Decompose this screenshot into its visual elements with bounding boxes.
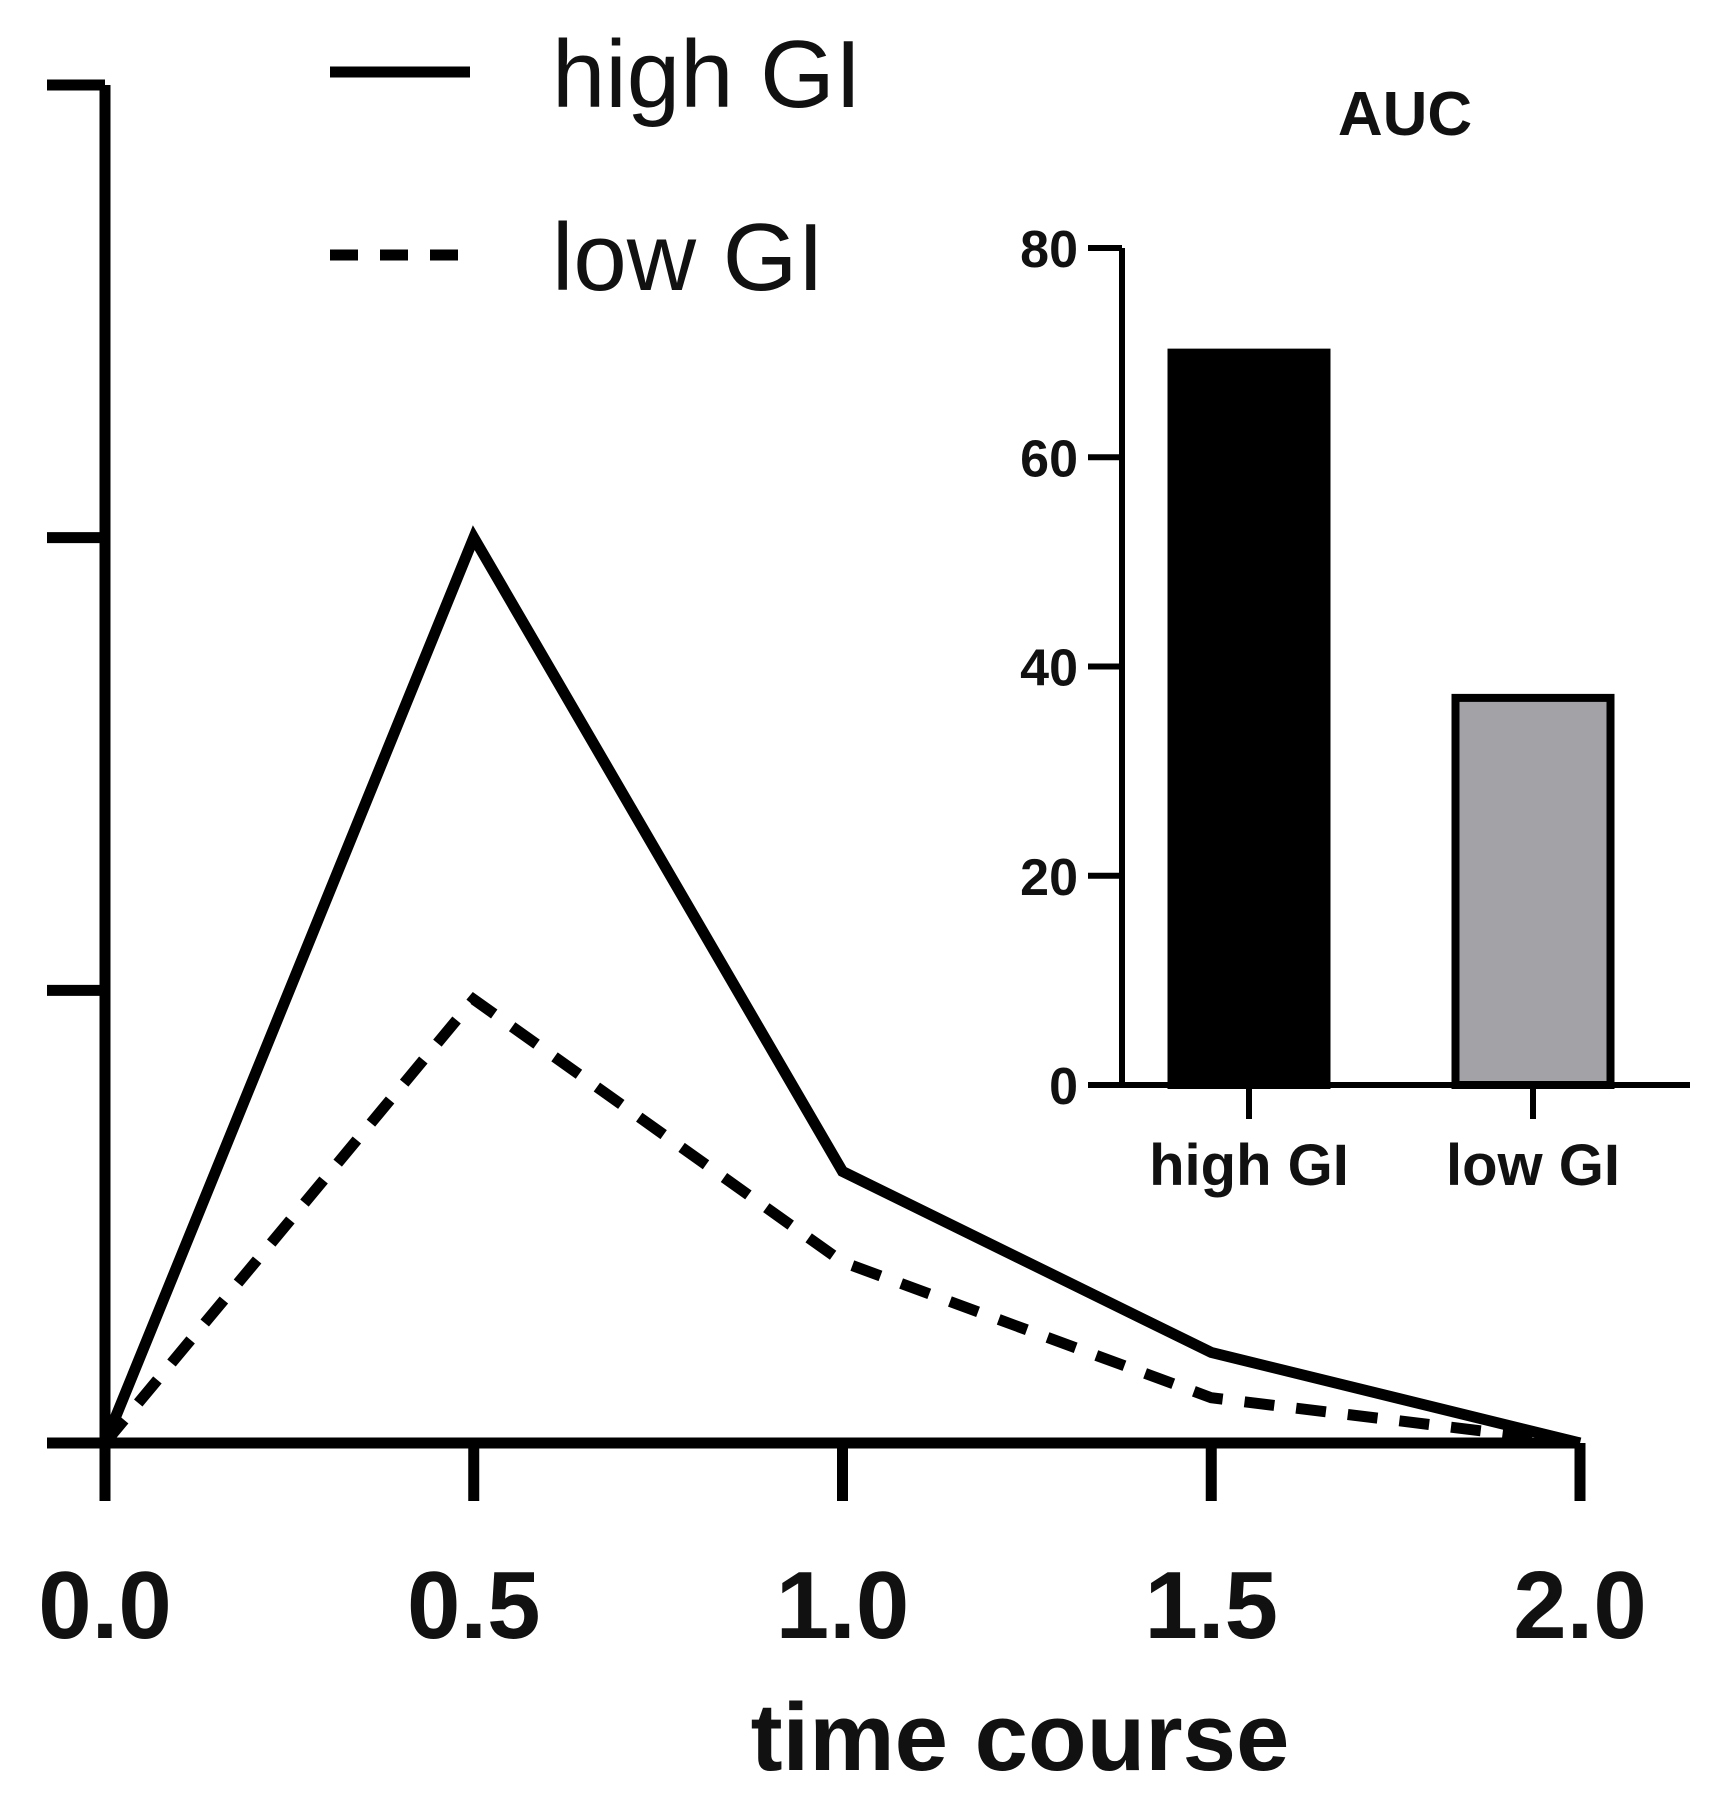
main-lines: [99, 525, 1582, 1449]
inset-category-label: low GI: [1446, 1133, 1620, 1198]
inset-y-tick-label: 0: [1049, 1058, 1078, 1116]
inset-bars: [1167, 348, 1615, 1089]
inset-y-ticks: 0 20 40 60 80: [1020, 221, 1122, 1116]
legend-label-high-gi: high GI: [552, 21, 862, 128]
x-tick-label: 0.0: [38, 1552, 171, 1659]
x-axis-label: time course: [751, 1684, 1290, 1791]
x-tick-label: 2.0: [1513, 1552, 1646, 1659]
inset-y-tick-label: 20: [1020, 849, 1078, 907]
x-tick-label: 0.5: [407, 1552, 540, 1659]
series-line-low-gi: [100, 991, 1581, 1449]
inset-category-label: high GI: [1149, 1133, 1349, 1198]
legend: high GI low GI: [330, 21, 862, 311]
inset-bar-chart: AUC 0 20 40 60 80 high GI low GI: [1020, 80, 1690, 1198]
inset-bar-high-gi: [1167, 348, 1331, 1089]
inset-y-tick-label: 80: [1020, 221, 1078, 279]
inset-category-labels: high GI low GI: [1149, 1085, 1620, 1198]
inset-title: AUC: [1338, 80, 1472, 149]
x-tick-label: 1.0: [776, 1552, 909, 1659]
inset-y-tick-label: 40: [1020, 640, 1078, 698]
x-tick-label: 1.5: [1145, 1552, 1278, 1659]
inset-y-tick-label: 60: [1020, 430, 1078, 488]
legend-label-low-gi: low GI: [552, 204, 824, 311]
inset-bar-low-gi: [1451, 693, 1615, 1089]
series-line-high-gi: [99, 525, 1582, 1449]
main-x-ticks: 0.0 0.5 1.0 1.5 2.0: [38, 1443, 1647, 1659]
